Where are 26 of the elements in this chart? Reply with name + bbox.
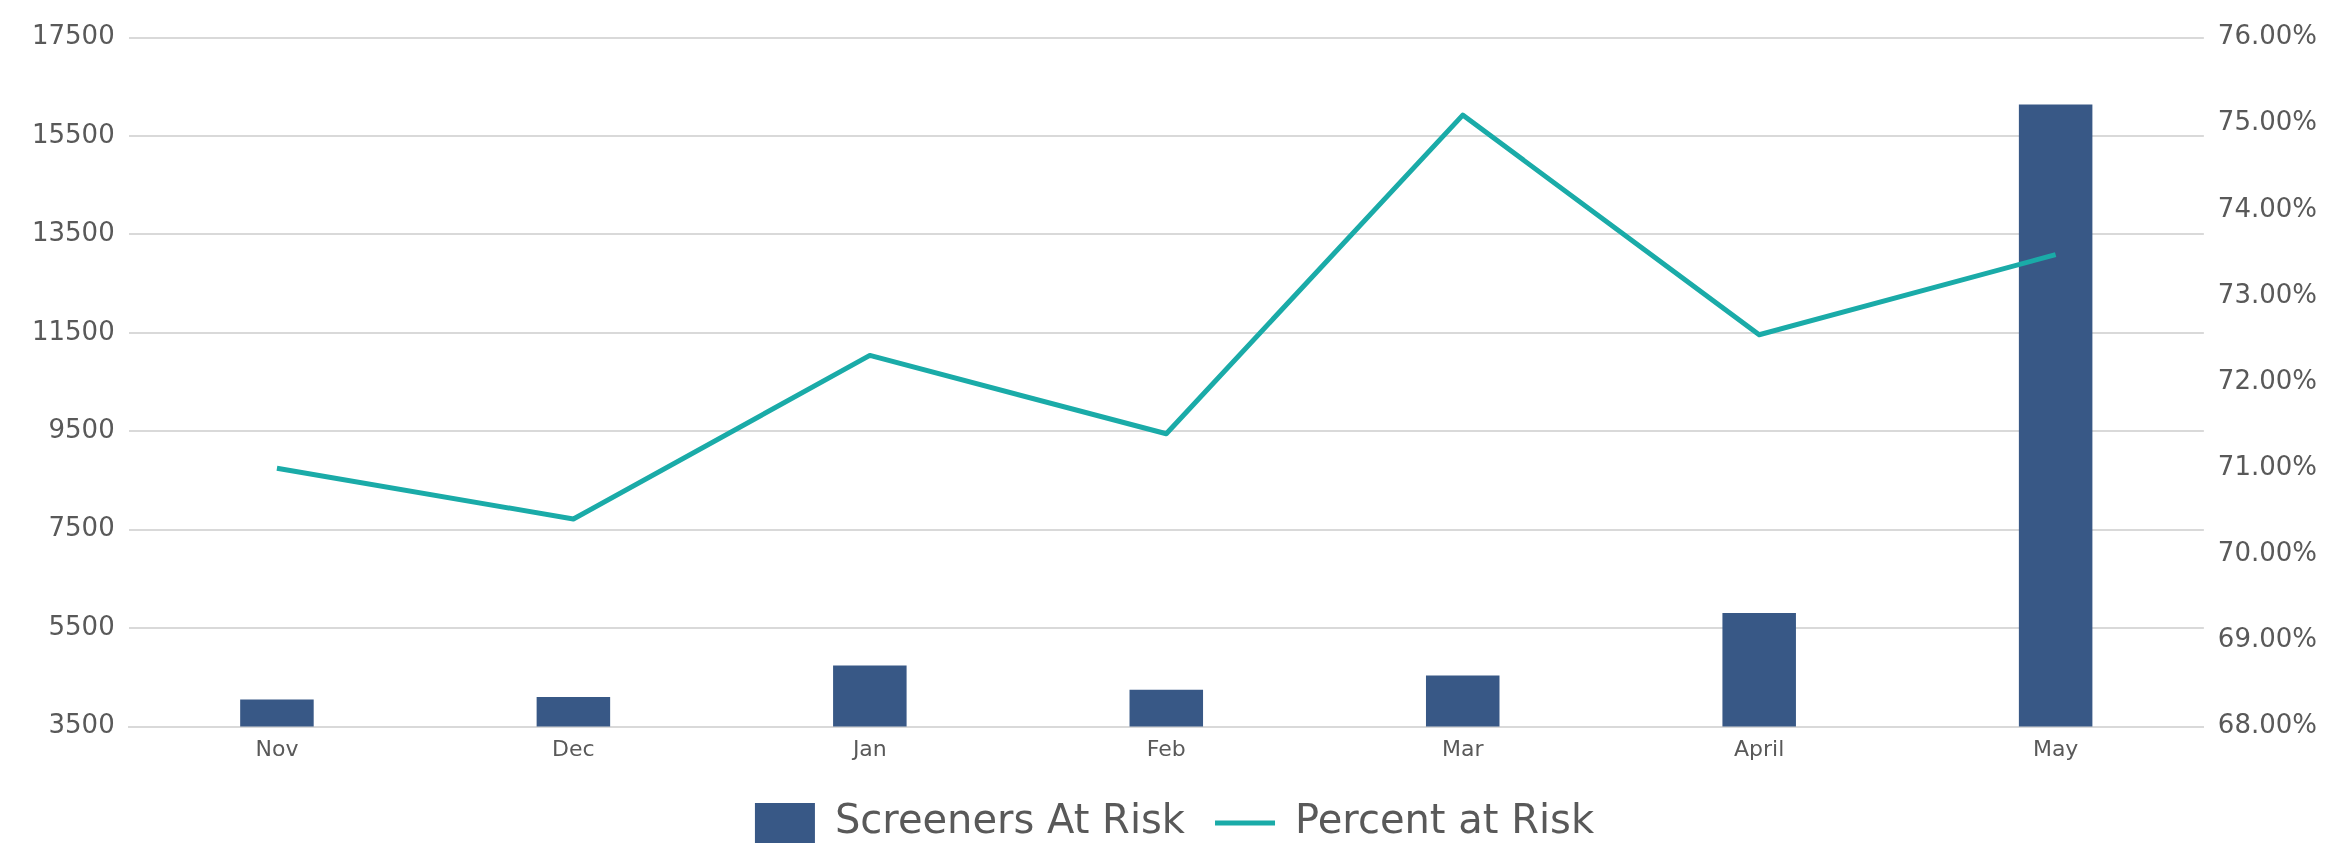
y2-tick-label: 71.00% (2217, 450, 2317, 481)
x-tick-label: Dec (552, 735, 595, 761)
y-tick-label: 13500 (31, 217, 115, 248)
y-tick-label: 7500 (48, 512, 115, 543)
y2-tick-label: 68.00% (2217, 709, 2317, 740)
y-tick-label: 15500 (31, 118, 115, 149)
y2-tick-label: 69.00% (2217, 623, 2317, 654)
y2-tick-label: 74.00% (2217, 192, 2317, 223)
x-tick-label: Nov (255, 735, 299, 761)
x-tick-label: April (1734, 735, 1785, 761)
y2-tick-label: 75.00% (2217, 106, 2317, 137)
y-tick-label: 5500 (48, 610, 115, 641)
y-tick-label: 17500 (31, 20, 115, 51)
y-tick-label: 9500 (48, 414, 115, 445)
y2-tick-label: 72.00% (2217, 364, 2317, 395)
y-tick-label: 11500 (31, 315, 115, 346)
x-tick-label: Mar (1441, 735, 1485, 761)
x-tick-label: Jan (850, 735, 887, 761)
y2-tick-label: 70.00% (2217, 537, 2317, 568)
y-tick-label: 3500 (48, 709, 115, 740)
legend-label: Screeners At Risk (834, 796, 1186, 843)
y2-tick-label: 76.00% (2217, 20, 2317, 51)
y2-tick-label: 73.00% (2217, 278, 2317, 309)
x-tick-label: May (2032, 735, 2079, 761)
legend-label: Percent at Risk (1295, 796, 1595, 843)
x-tick-label: Feb (1146, 735, 1186, 761)
